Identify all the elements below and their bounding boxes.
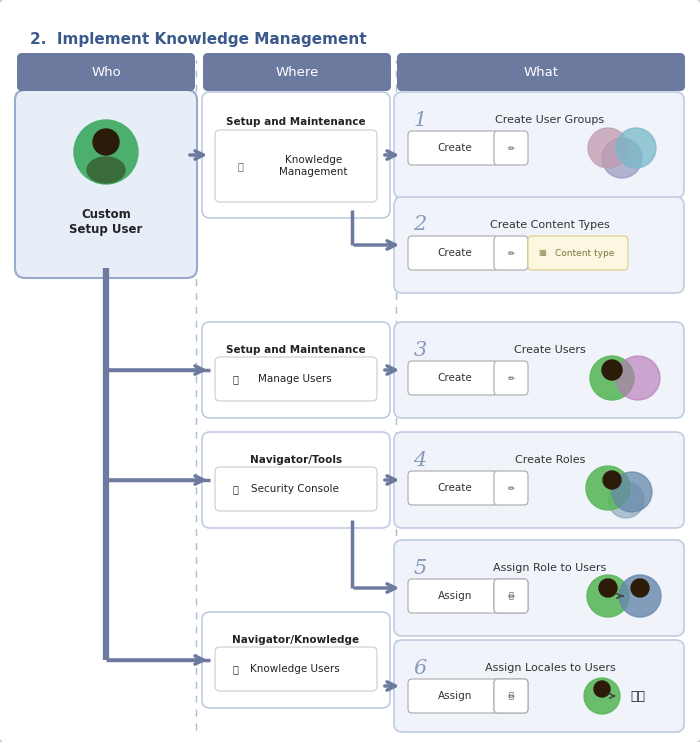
FancyBboxPatch shape	[202, 432, 390, 528]
Text: Assign Locales to Users: Assign Locales to Users	[484, 663, 615, 673]
Text: Manage Users: Manage Users	[258, 374, 332, 384]
FancyBboxPatch shape	[494, 679, 528, 713]
FancyBboxPatch shape	[494, 471, 528, 505]
Circle shape	[612, 472, 652, 512]
Text: Security Console: Security Console	[251, 484, 339, 494]
FancyBboxPatch shape	[408, 131, 498, 165]
Text: Who: Who	[91, 65, 121, 79]
Text: Create Users: Create Users	[514, 345, 586, 355]
FancyBboxPatch shape	[394, 432, 684, 528]
Text: What: What	[524, 65, 559, 79]
Text: 6: 6	[414, 658, 426, 677]
Text: 2.  Implement Knowledge Management: 2. Implement Knowledge Management	[30, 32, 367, 47]
FancyBboxPatch shape	[203, 53, 391, 91]
Circle shape	[74, 120, 138, 184]
FancyBboxPatch shape	[17, 53, 195, 91]
FancyBboxPatch shape	[215, 467, 377, 511]
Circle shape	[602, 138, 642, 178]
Text: ✏: ✏	[508, 249, 514, 257]
FancyBboxPatch shape	[202, 92, 390, 218]
Text: 👤: 👤	[232, 664, 238, 674]
Text: 3: 3	[414, 341, 426, 360]
FancyBboxPatch shape	[494, 579, 528, 613]
FancyBboxPatch shape	[408, 579, 498, 613]
Text: 🔒: 🔒	[232, 484, 238, 494]
FancyBboxPatch shape	[408, 471, 498, 505]
Circle shape	[631, 579, 649, 597]
Text: ✏: ✏	[508, 484, 514, 493]
FancyBboxPatch shape	[494, 131, 528, 165]
FancyBboxPatch shape	[494, 679, 528, 713]
Text: 4: 4	[414, 450, 426, 470]
Circle shape	[93, 129, 119, 155]
Text: Setup and Maintenance: Setup and Maintenance	[226, 345, 366, 355]
Circle shape	[587, 575, 629, 617]
Text: Assign: Assign	[438, 691, 472, 701]
Text: ▦: ▦	[538, 249, 546, 257]
Text: Create: Create	[438, 483, 472, 493]
Text: Knowledge
Management: Knowledge Management	[279, 155, 348, 177]
FancyBboxPatch shape	[408, 361, 498, 395]
FancyBboxPatch shape	[494, 579, 528, 613]
Text: 1: 1	[414, 111, 426, 130]
Text: Where: Where	[275, 65, 318, 79]
Text: 2: 2	[414, 215, 426, 234]
Circle shape	[602, 360, 622, 380]
Circle shape	[599, 579, 617, 597]
Text: 5: 5	[414, 559, 426, 577]
Circle shape	[588, 128, 628, 168]
FancyBboxPatch shape	[215, 357, 377, 401]
FancyBboxPatch shape	[202, 612, 390, 708]
Circle shape	[590, 356, 634, 400]
FancyBboxPatch shape	[394, 197, 684, 293]
Text: ✏: ✏	[508, 692, 514, 700]
FancyBboxPatch shape	[394, 640, 684, 732]
FancyBboxPatch shape	[494, 236, 528, 270]
Circle shape	[608, 482, 644, 518]
FancyBboxPatch shape	[215, 130, 377, 202]
Text: Create User Groups: Create User Groups	[496, 115, 605, 125]
Text: Create Roles: Create Roles	[514, 455, 585, 465]
Circle shape	[594, 681, 610, 697]
FancyBboxPatch shape	[394, 322, 684, 418]
Circle shape	[603, 471, 621, 489]
FancyBboxPatch shape	[394, 540, 684, 636]
Circle shape	[616, 128, 656, 168]
FancyBboxPatch shape	[408, 236, 498, 270]
Text: Create: Create	[438, 143, 472, 153]
Text: ✏: ✏	[508, 591, 514, 600]
Circle shape	[586, 466, 630, 510]
Text: Knowledge Users: Knowledge Users	[250, 664, 340, 674]
Text: 👤: 👤	[508, 591, 514, 600]
FancyBboxPatch shape	[15, 90, 197, 278]
Text: Content type: Content type	[555, 249, 615, 257]
FancyBboxPatch shape	[215, 647, 377, 691]
Text: ✏: ✏	[508, 143, 514, 153]
Text: 👤: 👤	[232, 374, 238, 384]
Text: 🇺🇸: 🇺🇸	[631, 689, 645, 703]
FancyBboxPatch shape	[528, 236, 628, 270]
FancyBboxPatch shape	[202, 322, 390, 418]
Circle shape	[619, 575, 661, 617]
Text: Navigator/Knowledge: Navigator/Knowledge	[232, 635, 360, 645]
Text: 👤: 👤	[508, 692, 514, 700]
Text: Custom
Setup User: Custom Setup User	[69, 208, 143, 236]
Text: Create: Create	[438, 248, 472, 258]
FancyBboxPatch shape	[397, 53, 685, 91]
Circle shape	[584, 678, 620, 714]
Text: Assign Role to Users: Assign Role to Users	[494, 563, 607, 573]
Text: Create: Create	[438, 373, 472, 383]
Text: Assign: Assign	[438, 591, 472, 601]
FancyBboxPatch shape	[394, 92, 684, 198]
Text: Setup and Maintenance: Setup and Maintenance	[226, 117, 366, 127]
Circle shape	[616, 356, 660, 400]
Text: 🔑: 🔑	[237, 161, 243, 171]
FancyBboxPatch shape	[408, 679, 498, 713]
Text: Create Content Types: Create Content Types	[490, 220, 610, 230]
Ellipse shape	[87, 157, 125, 183]
FancyBboxPatch shape	[494, 361, 528, 395]
Text: Navigator/Tools: Navigator/Tools	[250, 455, 342, 465]
Text: ✏: ✏	[508, 373, 514, 382]
